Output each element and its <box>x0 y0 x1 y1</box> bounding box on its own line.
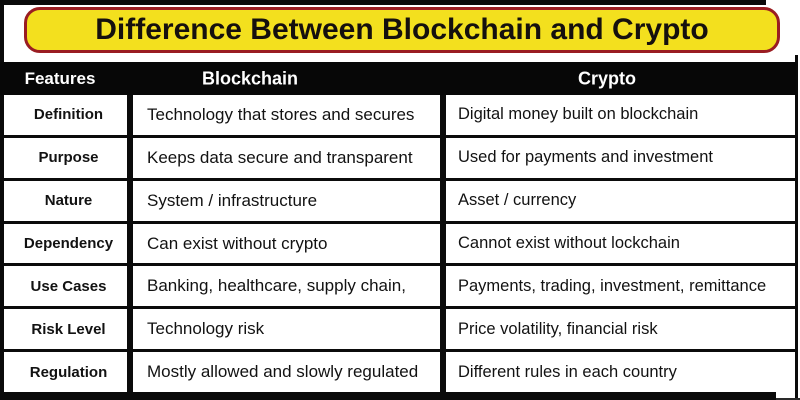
feature-cell: Purpose <box>4 138 133 178</box>
crypto-cell: Different rules in each country <box>446 352 796 392</box>
crypto-value: Price volatility, financial risk <box>458 319 658 338</box>
feature-label: Nature <box>44 192 93 210</box>
blockchain-cell: Can exist without crypto <box>133 224 446 264</box>
frame-border-top <box>0 0 766 5</box>
crypto-value: Different rules in each country <box>458 362 677 381</box>
blockchain-value: Banking, healthcare, supply chain, <box>147 276 406 296</box>
blockchain-cell: Banking, healthcare, supply chain, <box>133 266 446 306</box>
feature-cell: Regulation <box>4 352 133 392</box>
crypto-value: Payments, trading, investment, remittanc… <box>458 276 767 295</box>
crypto-value: Used for payments and investment <box>458 148 713 167</box>
column-header-blockchain: Blockchain <box>201 68 299 88</box>
table-row: Regulation Mostly allowed and slowly reg… <box>4 352 796 392</box>
blockchain-value: Technology risk <box>147 319 265 339</box>
blockchain-cell: Technology that stores and secures <box>133 95 446 135</box>
feature-label: Use Cases <box>30 277 107 295</box>
frame-border-bottom-thin <box>776 398 800 400</box>
frame-border-left <box>0 0 4 400</box>
feature-cell: Risk Level <box>4 309 133 349</box>
crypto-cell: Digital money built on blockchain <box>446 95 796 135</box>
feature-cell: Nature <box>4 181 133 221</box>
table-row: Definition Technology that stores and se… <box>4 95 796 138</box>
table-row: Dependency Can exist without crypto Cann… <box>4 224 796 267</box>
blockchain-value: System / infrastructure <box>147 190 318 210</box>
frame-border-right <box>795 55 798 400</box>
blockchain-value: Can exist without crypto <box>147 233 328 253</box>
feature-label: Regulation <box>29 363 108 381</box>
feature-label: Dependency <box>23 235 114 252</box>
frame-border-bottom <box>0 392 776 400</box>
table-row: Nature System / infrastructure Asset / c… <box>4 181 796 224</box>
feature-cell: Dependency <box>4 224 133 264</box>
comparison-table: Definition Technology that stores and se… <box>4 95 796 392</box>
crypto-value: Asset / currency <box>458 191 577 210</box>
feature-label: Risk Level <box>31 320 106 338</box>
blockchain-cell: Mostly allowed and slowly regulated <box>133 352 446 392</box>
crypto-cell: Cannot exist without lockchain <box>446 224 796 264</box>
table-row: Use Cases Banking, healthcare, supply ch… <box>4 266 796 310</box>
crypto-cell: Payments, trading, investment, remittanc… <box>446 266 796 306</box>
column-divider-2 <box>440 95 446 392</box>
title-banner: Difference Between Blockchain and Crypto <box>24 7 780 53</box>
crypto-cell: Price volatility, financial risk <box>446 309 796 349</box>
blockchain-value: Mostly allowed and slowly regulated <box>147 362 419 382</box>
crypto-value: Cannot exist without lockchain <box>458 234 680 252</box>
blockchain-cell: Technology risk <box>133 309 446 349</box>
feature-label: Purpose <box>38 149 99 167</box>
crypto-cell: Asset / currency <box>446 181 796 221</box>
page-title: Difference Between Blockchain and Crypto <box>95 13 709 46</box>
table-row: Risk Level Technology risk Price volatil… <box>4 309 796 353</box>
feature-label: Definition <box>33 106 104 124</box>
blockchain-value: Keeps data secure and transparent <box>147 147 413 167</box>
blockchain-cell: System / infrastructure <box>133 181 446 221</box>
feature-cell: Use Cases <box>4 266 133 306</box>
column-header-crypto: Crypto <box>578 68 636 88</box>
table-row: Purpose Keeps data secure and transparen… <box>4 138 796 181</box>
crypto-cell: Used for payments and investment <box>446 138 796 178</box>
blockchain-cell: Keeps data secure and transparent <box>133 138 446 178</box>
column-header-features: Features <box>24 68 96 88</box>
feature-cell: Definition <box>4 95 133 135</box>
column-divider-1 <box>127 95 133 392</box>
blockchain-value: Technology that stores and secures <box>147 104 415 124</box>
crypto-value: Digital money built on blockchain <box>458 105 699 124</box>
table-header-bar: Features Blockchain Crypto <box>0 62 796 95</box>
